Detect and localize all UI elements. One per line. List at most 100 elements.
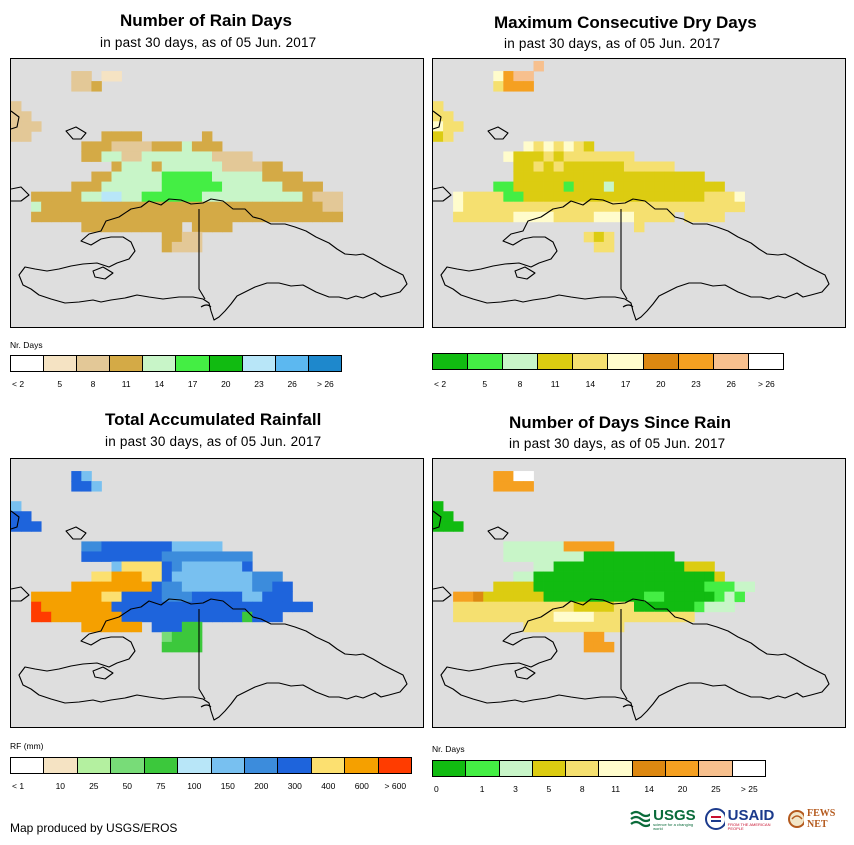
grid-cell [222,611,233,623]
grid-cell [101,621,112,633]
grid-cell [553,591,565,603]
legend-tick-label: 23 [254,379,264,389]
grid-cell [171,151,183,162]
grid-cell [573,601,585,613]
grid-cell [171,231,183,243]
grid-cell [131,621,143,633]
grid-cell [141,191,153,203]
legend-tick-label: < 2 [434,379,447,389]
grid-cell [161,171,173,182]
grid-cell [31,201,42,213]
grid-cell [161,141,173,152]
grid-cell [573,141,585,152]
grid-cell [623,211,635,223]
grid-cell [41,591,52,603]
grid-cell [503,81,514,92]
legend-ticks: < 1 10 25 50 75 100 150 200 300 400 600 > 600 [10,781,412,793]
grid-cell [41,211,52,223]
grid-cell [201,161,213,172]
grid-cell [81,71,92,82]
legend-swatch [211,758,245,773]
grid-cell [523,181,534,193]
grid-cell [81,611,92,623]
legend-tick-label: 5 [57,379,63,389]
grid-cell [181,201,193,213]
grid-cell [583,141,595,152]
grid-cell [131,601,143,613]
grid-cell [292,201,303,213]
grid-cell [644,571,655,582]
grid-cell [91,151,102,162]
partner-logos: USGS science for a changing world USAID … [630,806,854,832]
grid-cell [191,211,203,223]
legend-tick-label: 5 [482,379,488,389]
grid-cell [623,171,635,182]
grid-cell [262,581,273,593]
grid-cell [101,221,112,233]
grid-cell [91,591,102,603]
grid-cell [262,201,273,213]
grid-cell [161,611,173,623]
grid-cell [151,181,163,193]
grid-cell [111,151,122,162]
grid-cell [563,611,575,623]
grid-cell [242,591,253,603]
grid-cell [573,151,585,162]
grid-cell [181,231,193,243]
grid-cell [523,541,534,552]
grid-cell [121,181,132,193]
grid-cell [191,201,203,213]
grid-cell [191,591,203,603]
grid-cell [171,601,183,613]
grid-cell [513,171,524,182]
grid-cell [654,201,665,213]
grid-cell [282,201,293,213]
grid-cell [11,121,22,132]
grid-cell [664,591,675,603]
grid-cell [181,551,193,562]
grid-cell [121,211,132,223]
grid-cell [232,181,243,193]
grid-cell [573,191,585,203]
grid-cell [433,101,444,112]
grid-cell [121,161,132,172]
grid-cell [201,591,213,603]
grid-cell [573,161,585,172]
grid-cell [111,571,122,582]
panel-title: Number of Rain Days [120,11,292,30]
grid-cell [573,581,585,593]
grid-cell [131,211,143,223]
grid-cell [61,211,72,223]
grid-cell [181,151,193,162]
grid-cell [674,191,685,203]
grid-cell [533,211,544,223]
grid-cell [51,201,62,213]
grid-cell [191,241,203,253]
grid-cell [121,541,132,552]
grid-cell [593,241,605,253]
legend-ticks: 0 1 3 5 8 11 14 20 25 > 25 [432,784,766,796]
grid-cell [704,591,715,603]
grid-cell [242,161,253,172]
grid-cell [613,551,625,562]
grid-cell [21,521,32,532]
legend-tick-label: 11 [121,379,131,389]
map-canvas [433,471,830,721]
grid-cell [81,211,92,223]
grid-cell [433,131,444,142]
grid-cell [121,191,132,203]
grid-cell [161,581,173,593]
grid-cell [684,201,695,213]
grid-cell [513,541,524,552]
grid-cell [262,171,273,182]
grid-cell [623,191,635,203]
grid-cell [71,181,82,193]
grid-cell [593,561,605,572]
grid-cell [91,601,102,613]
grid-cell [101,541,112,552]
grid-cell [302,601,313,613]
grid-cell [503,481,514,492]
grid-cell [332,201,344,213]
grid-cell [222,161,233,172]
grid-cell [603,151,615,162]
